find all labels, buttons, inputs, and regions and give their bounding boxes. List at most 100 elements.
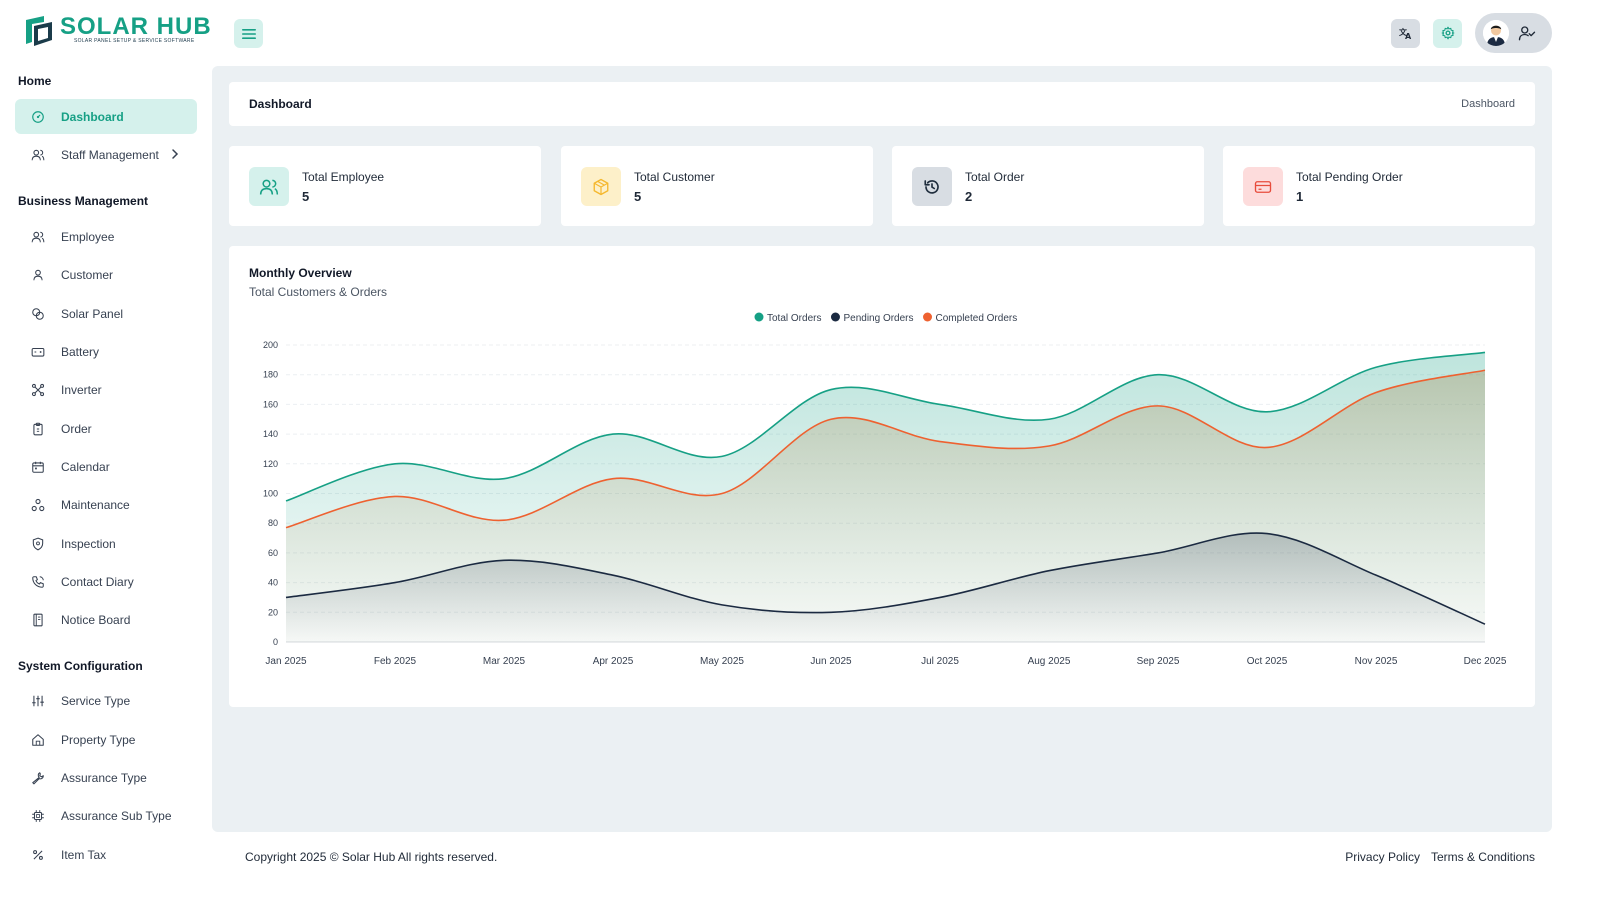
- terms-link[interactable]: Terms & Conditions: [1430, 850, 1535, 864]
- sidebar-item-solar-panel[interactable]: Solar Panel: [15, 296, 197, 331]
- breadcrumb-current[interactable]: Dashboard: [1461, 98, 1515, 110]
- stat-card-total-customer[interactable]: Total Customer 5: [561, 146, 873, 226]
- calendar-icon: [31, 460, 45, 474]
- x-tick-label: Apr 2025: [593, 656, 634, 667]
- stat-card-total-pending-order[interactable]: Total Pending Order 1: [1223, 146, 1535, 226]
- stat-card-total-employee[interactable]: Total Employee 5: [229, 146, 541, 226]
- sidebar-item-assurance-sub-type[interactable]: Assurance Sub Type: [15, 798, 197, 833]
- notice-icon: [31, 613, 45, 627]
- user-menu[interactable]: [1475, 13, 1552, 53]
- stat-value: 5: [302, 189, 310, 204]
- sidebar-item-service-type[interactable]: Service Type: [15, 683, 197, 718]
- settings-button[interactable]: [1433, 18, 1462, 48]
- sidebar-item-calendar[interactable]: Calendar: [15, 449, 197, 484]
- sidebar-item-assurance-type[interactable]: Assurance Type: [15, 760, 197, 795]
- sidebar-item-staff-management[interactable]: Staff Management: [15, 137, 197, 172]
- sidebar-section-title: Business Management: [18, 194, 149, 208]
- sidebar-item-item-tax[interactable]: Item Tax: [15, 837, 197, 872]
- series-line-pending-orders: [285, 532, 1486, 625]
- chip-icon: [31, 809, 45, 823]
- sidebar-item-inverter[interactable]: Inverter: [15, 372, 197, 407]
- footer: Copyright 2025 © Solar Hub All rights re…: [212, 832, 1552, 900]
- monthly-overview-chart: 0 20 40 60 80 100 120 140 160 180 200 Jan 2025 Feb 2…: [263, 312, 1507, 667]
- user-icon: [31, 268, 45, 282]
- stat-card-total-order[interactable]: Total Order 2: [892, 146, 1204, 226]
- translate-icon: 文 A: [1399, 27, 1412, 40]
- order-icon: [31, 422, 45, 436]
- x-tick-label: Jun 2025: [810, 656, 852, 667]
- top-bar: SOLAR HUB SOLAR PANEL SETUP & SERVICE SO…: [0, 0, 1600, 66]
- x-tick-label: Dec 2025: [1464, 656, 1507, 667]
- legend-marker-total-orders: [754, 312, 764, 322]
- sidebar-item-inspection[interactable]: Inspection: [15, 526, 197, 561]
- privacy-policy-link[interactable]: Privacy Policy: [1345, 850, 1420, 864]
- battery-icon: [31, 345, 45, 359]
- y-tick-label: 140: [263, 429, 278, 439]
- sidebar-item-label: Order: [61, 421, 92, 436]
- sidebar-item-maintenance[interactable]: Maintenance: [15, 487, 197, 522]
- chevron-right-icon: [172, 149, 179, 159]
- sidebar-section-title: Home: [18, 74, 52, 88]
- y-tick-label: 0: [273, 637, 278, 647]
- sidebar-item-customer[interactable]: Customer: [15, 257, 197, 292]
- sidebar-item-label: Assurance Type: [61, 770, 147, 785]
- svg-text:A: A: [1405, 32, 1412, 40]
- sidebar-item-dashboard[interactable]: Dashboard: [15, 99, 197, 134]
- sidebar-item-property-type[interactable]: Property Type: [15, 722, 197, 757]
- y-tick-label: 100: [263, 489, 278, 499]
- sidebar-item-label: Item Tax: [61, 847, 107, 862]
- sidebar-item-contact-diary[interactable]: Contact Diary: [15, 564, 197, 599]
- y-tick-label: 40: [268, 578, 278, 588]
- sidebar-item-employee[interactable]: Employee: [15, 219, 197, 254]
- legend-marker-completed-orders: [923, 312, 933, 322]
- breadcrumb: Dashboard Dashboard: [229, 82, 1535, 126]
- user-check-icon: [1518, 26, 1536, 41]
- stat-label: Total Employee: [302, 170, 385, 184]
- sidebar-item-notice-board[interactable]: Notice Board: [15, 602, 197, 637]
- card-icon: [1243, 167, 1283, 206]
- home-icon: [31, 733, 45, 747]
- sidebar-item-battery[interactable]: Battery: [15, 334, 197, 369]
- shield-icon: [31, 537, 45, 551]
- y-tick-label: 80: [268, 518, 278, 528]
- dashboard-icon: [31, 110, 45, 124]
- series-line-completed-orders: [285, 369, 1486, 529]
- menu-icon: [241, 28, 256, 39]
- users-icon: [249, 167, 289, 206]
- page-title: Dashboard: [249, 97, 312, 111]
- users-icon: [31, 230, 45, 244]
- x-tick-label: Jan 2025: [265, 656, 307, 667]
- y-tick-label: 200: [263, 340, 278, 350]
- language-button[interactable]: 文 A: [1391, 18, 1420, 48]
- sidebar-item-label: Contact Diary: [61, 574, 134, 589]
- gear-icon: [1441, 26, 1454, 40]
- copyright-text: Copyright 2025 © Solar Hub All rights re…: [245, 850, 498, 864]
- logo[interactable]: SOLAR HUB SOLAR PANEL SETUP & SERVICE SO…: [22, 14, 212, 48]
- x-tick-label: Feb 2025: [374, 656, 417, 667]
- sidebar-item-label: Inverter: [61, 382, 102, 397]
- maintenance-icon: [31, 498, 45, 512]
- logo-mark-icon: [26, 16, 52, 46]
- sliders-icon: [31, 694, 45, 708]
- monthly-overview-card: Monthly Overview Total Customers & Order…: [229, 246, 1535, 707]
- percent-icon: [31, 848, 45, 862]
- sidebar-item-label: Maintenance: [61, 497, 130, 512]
- sidebar-item-label: Dashboard: [61, 109, 124, 124]
- sidebar-item-label: Staff Management: [61, 147, 159, 162]
- sidebar-item-order[interactable]: Order: [15, 411, 197, 446]
- legend-marker-pending-orders: [830, 312, 840, 322]
- sidebar-item-label: Battery: [61, 344, 100, 359]
- menu-toggle-button[interactable]: [234, 19, 263, 48]
- sidebar-item-label: Calendar: [61, 459, 110, 474]
- y-tick-label: 60: [268, 548, 278, 558]
- phone-icon: [31, 575, 45, 589]
- legend-label-total-orders: Total Orders: [767, 313, 821, 324]
- legend-label-completed-orders: Completed Orders: [936, 313, 1018, 324]
- stat-value: 5: [634, 189, 642, 204]
- stat-label: Total Pending Order: [1296, 170, 1403, 184]
- stat-value: 1: [1296, 189, 1304, 204]
- area-pending-orders: [286, 533, 1485, 642]
- x-tick-label: May 2025: [700, 656, 744, 667]
- x-tick-label: Mar 2025: [483, 656, 526, 667]
- sidebar-item-label: Solar Panel: [61, 306, 124, 321]
